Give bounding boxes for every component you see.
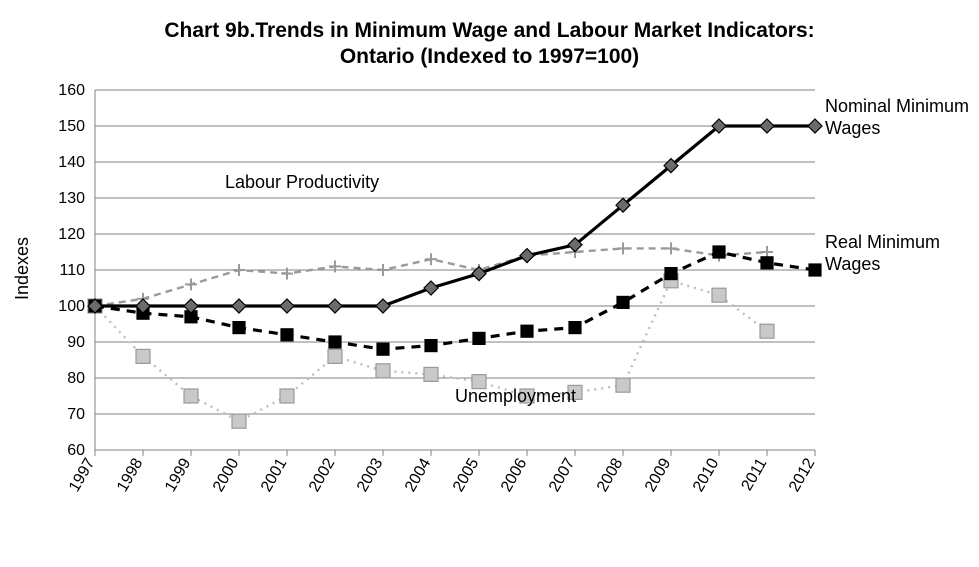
x-tick-label: 2006 [498,455,531,494]
y-tick-label: 90 [67,334,85,351]
x-tick-label: 1998 [114,455,147,494]
series-label-unemployment: Unemployment [455,386,576,406]
chart-svg: 6070809010011012013014015016019971998199… [0,0,979,567]
x-tick-label: 2011 [739,455,771,493]
x-tick-label: 2008 [594,455,627,494]
series-label-labour_productivity: Labour Productivity [225,172,379,192]
x-tick-label: 2002 [306,455,339,494]
y-tick-label: 70 [67,406,85,423]
x-tick-label: 2009 [642,455,675,494]
x-tick-label: 2003 [354,455,387,494]
y-tick-label: 120 [58,226,85,243]
y-tick-label: 130 [58,190,85,207]
series-label-real_min_wage: Real MinimumWages [825,232,940,274]
y-tick-label: 150 [58,118,85,135]
y-tick-label: 100 [58,298,85,315]
series-real_min_wage [95,252,815,349]
chart-container: Chart 9b.Trends in Minimum Wage and Labo… [0,0,979,567]
x-tick-label: 2005 [450,455,483,494]
x-tick-label: 2007 [546,455,579,494]
x-tick-label: 1999 [162,455,195,494]
x-tick-label: 2004 [402,455,435,494]
y-tick-label: 160 [58,82,85,99]
series-nominal_min_wage [95,126,815,306]
x-tick-label: 2001 [258,455,291,494]
series-label-nominal_min_wage: Nominal MinimumWages [825,96,969,138]
y-tick-label: 80 [67,370,85,387]
y-tick-label: 140 [58,154,85,171]
x-tick-label: 1997 [66,455,99,494]
x-tick-label: 2010 [690,455,723,494]
x-tick-label: 2000 [210,455,243,494]
x-tick-label: 2012 [786,455,819,494]
y-tick-label: 110 [59,262,85,279]
